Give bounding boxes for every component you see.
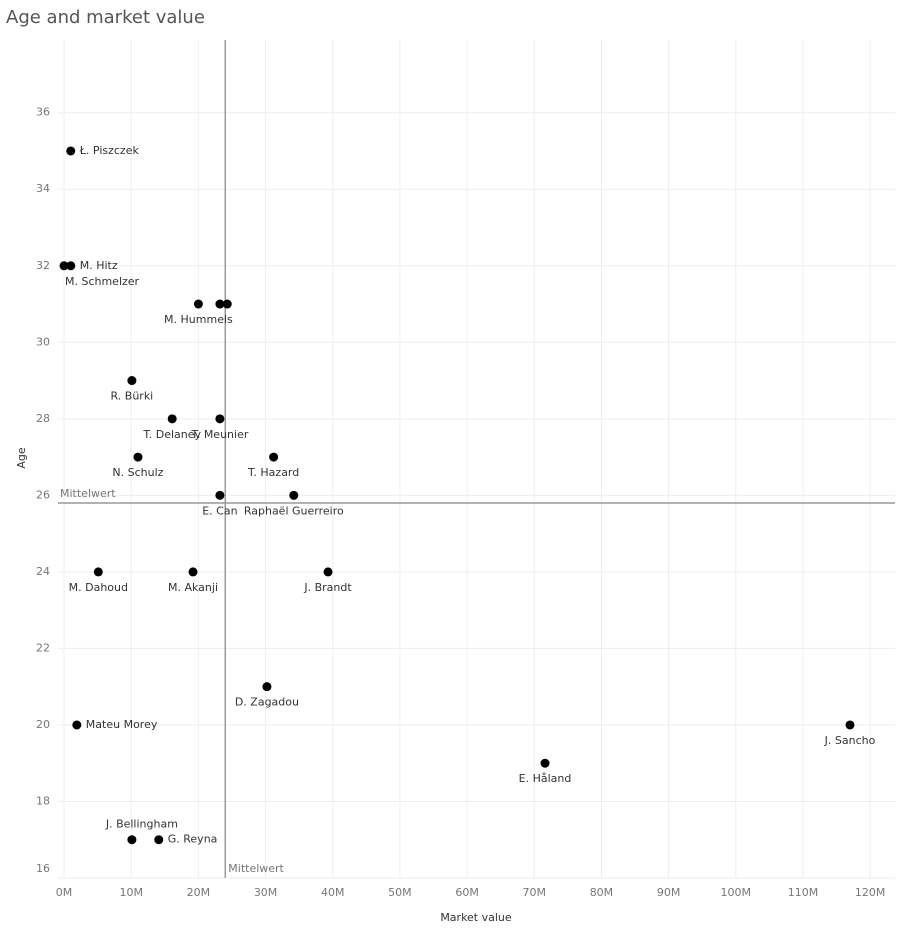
- reference-label: Mittelwert: [60, 487, 116, 500]
- point-label: M. Akanji: [168, 581, 218, 594]
- point-label: T. Delaney: [142, 428, 201, 441]
- y-tick-label: 22: [36, 641, 50, 654]
- x-axis-title: Market value: [440, 911, 512, 924]
- point: [72, 720, 82, 730]
- point-label: T. Meunier: [190, 428, 248, 441]
- x-tick-label: 80M: [590, 886, 614, 899]
- x-tick-label: 50M: [388, 886, 412, 899]
- point: [845, 720, 855, 730]
- y-tick-label: 34: [36, 182, 50, 195]
- point: [93, 567, 103, 577]
- point: [154, 835, 164, 845]
- chart-title: Age and market value: [6, 7, 205, 28]
- point: [540, 758, 550, 768]
- point: [59, 261, 69, 271]
- point: [66, 146, 76, 156]
- point: [222, 299, 232, 309]
- point-label: M. Schmelzer: [65, 275, 140, 288]
- y-tick-label: 24: [36, 565, 50, 578]
- point: [127, 376, 137, 386]
- point: [188, 567, 198, 577]
- point: [133, 452, 143, 462]
- point-label: G. Reyna: [168, 833, 218, 846]
- y-tick-label: 36: [36, 106, 50, 119]
- x-tick-label: 120M: [855, 886, 886, 899]
- point-label: Raphaël Guerreiro: [244, 504, 344, 517]
- y-tick-label: 16: [36, 862, 50, 875]
- point-label: T. Hazard: [247, 466, 299, 479]
- point-label: Mateu Morey: [86, 718, 158, 731]
- point: [66, 261, 76, 271]
- point-label: J. Brandt: [303, 581, 352, 594]
- point: [262, 682, 272, 692]
- x-tick-label: 60M: [455, 886, 479, 899]
- x-tick-label: 0M: [56, 886, 73, 899]
- point-label: D. Zagadou: [235, 696, 299, 709]
- point-label: J. Sancho: [824, 734, 876, 747]
- y-tick-label: 26: [36, 488, 50, 501]
- x-tick-label: 20M: [187, 886, 211, 899]
- x-tick-label: 30M: [254, 886, 278, 899]
- point-label: M. Dahoud: [69, 581, 128, 594]
- point: [215, 414, 225, 424]
- y-tick-label: 32: [36, 259, 50, 272]
- y-tick-label: 30: [36, 335, 50, 348]
- y-axis-title: Age: [15, 447, 28, 469]
- x-tick-label: 110M: [788, 886, 819, 899]
- point-label: J. Bellingham: [105, 818, 178, 831]
- point-label: M. Hitz: [80, 259, 118, 272]
- x-tick-label: 70M: [523, 886, 547, 899]
- point: [127, 835, 137, 845]
- point-label: M. Hummels: [164, 313, 233, 326]
- point: [215, 299, 225, 309]
- point: [269, 452, 279, 462]
- x-tick-label: 100M: [721, 886, 752, 899]
- x-tick-label: 40M: [321, 886, 345, 899]
- point: [323, 567, 333, 577]
- point-label: R. Bürki: [111, 390, 154, 403]
- point-label: Ł. Piszczek: [79, 144, 140, 157]
- reference-label: Mittelwert: [228, 862, 284, 875]
- point: [215, 490, 225, 500]
- point-label: E. Håland: [519, 772, 572, 785]
- point: [193, 299, 203, 309]
- x-tick-label: 10M: [119, 886, 143, 899]
- y-tick-label: 20: [36, 718, 50, 731]
- y-tick-label: 28: [36, 412, 50, 425]
- point: [289, 490, 299, 500]
- point-label: E. Can: [202, 504, 237, 517]
- point: [167, 414, 177, 424]
- x-tick-label: 90M: [657, 886, 681, 899]
- point-label: N. Schulz: [112, 466, 163, 479]
- y-tick-label: 18: [36, 794, 50, 807]
